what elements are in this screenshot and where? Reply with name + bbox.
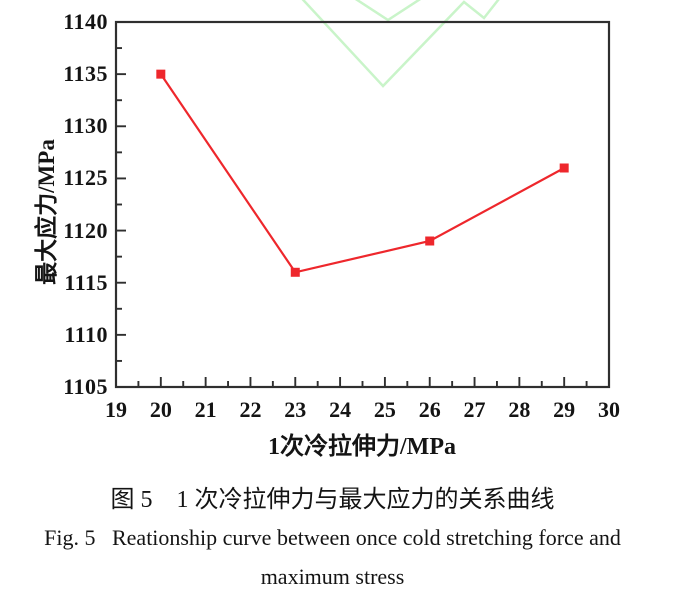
y-tick-label: 1115 <box>64 269 108 295</box>
data-line <box>159 73 565 274</box>
y-tick-label: 1130 <box>63 113 108 139</box>
y-tick-label: 1135 <box>63 61 108 87</box>
figure-caption-english-line2: maximum stress <box>260 564 405 589</box>
data-point-marker <box>156 69 166 79</box>
data-point-marker <box>425 236 435 246</box>
data-point-marker <box>290 267 300 277</box>
x-tick-label: 21 <box>194 397 217 422</box>
y-tick-label: 1120 <box>63 217 108 243</box>
y-tick-label: 1110 <box>64 321 108 347</box>
x-tick-label: 22 <box>239 397 262 422</box>
y-tick-label: 1105 <box>63 374 108 399</box>
watermark-chevron-icon <box>301 0 500 88</box>
x-tick-label: 26 <box>418 397 441 422</box>
x-tick-label: 20 <box>149 397 172 422</box>
x-tick-label: 29 <box>553 397 576 422</box>
watermark-chevron-icon <box>354 0 422 22</box>
figure-caption-chinese: 图 5 1 次冷拉伸力与最大应力的关系曲线 <box>110 487 555 513</box>
figure-caption-english-line1: Fig. 5 Reationship curve between once co… <box>44 525 621 550</box>
data-point-marker <box>559 163 569 173</box>
x-tick-label: 30 <box>598 397 620 422</box>
x-tick-label: 19 <box>105 397 127 422</box>
y-tick-label: 1125 <box>63 165 108 191</box>
x-tick-label: 24 <box>329 397 352 422</box>
y-axis-title: 最大应力/MPa <box>34 139 59 285</box>
plot-frame <box>114 20 611 389</box>
x-tick-label: 27 <box>463 397 486 422</box>
x-tick-label: 23 <box>284 397 307 422</box>
x-tick-label: 25 <box>373 397 396 422</box>
y-tick-label: 1140 <box>63 9 108 34</box>
x-tick-label: 28 <box>508 397 531 422</box>
x-axis-title: 1次冷拉伸力/MPa <box>268 434 456 460</box>
